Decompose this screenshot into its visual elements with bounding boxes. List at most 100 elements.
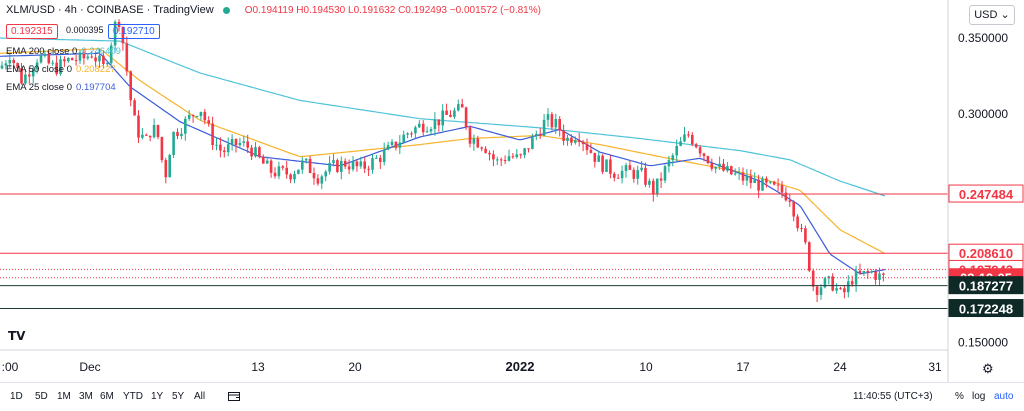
candle-body (125, 43, 129, 72)
candle-body (796, 216, 799, 229)
candle-body (730, 166, 733, 175)
candle-body (230, 138, 234, 145)
horizontal-lines (0, 193, 948, 310)
candle-body (804, 228, 807, 243)
candle-body (706, 156, 710, 164)
candle-body (164, 160, 168, 178)
gear-icon[interactable]: ⚙ (982, 361, 994, 376)
range-1m[interactable]: 1M (57, 391, 71, 402)
candle-body (761, 178, 764, 191)
calendar-icon[interactable] (228, 391, 240, 401)
candle-body (722, 163, 725, 171)
y-tick-label: 0.350000 (958, 31, 1008, 45)
range-ytd[interactable]: YTD (123, 391, 143, 402)
symbol-legend: XLM/USD · 4h · COINBASE · TradingView O0… (6, 4, 541, 16)
ema25-legend[interactable]: EMA 25 close 0 0.197704 (6, 82, 116, 93)
candle-body (223, 150, 226, 153)
candle-body (741, 172, 745, 181)
candle-body (613, 173, 616, 178)
candle-body (581, 141, 585, 144)
candle-body (765, 178, 768, 183)
candle-body (535, 133, 538, 137)
log-toggle[interactable]: log (972, 391, 986, 402)
candle-body (156, 124, 160, 138)
ema25-label: EMA 25 close 0 (6, 82, 73, 93)
candle-body (355, 161, 359, 167)
candle-body (324, 171, 327, 177)
candle-body (698, 147, 702, 154)
ema25-value: 0.197704 (76, 82, 116, 93)
candle-body (460, 104, 464, 108)
candle-body (870, 271, 873, 273)
candle-body (152, 124, 156, 138)
candle-body (453, 110, 456, 117)
candle-body (359, 161, 363, 167)
candle-body (683, 134, 686, 142)
candle-body (702, 153, 706, 157)
percent-toggle[interactable]: % (955, 391, 964, 402)
candle-body (304, 158, 308, 161)
price-axis: 0.350000 0.300000 0.150000 0.247484 0.208610… (947, 0, 1024, 382)
candle-body (308, 158, 312, 174)
candle-body (636, 170, 639, 179)
range-1y[interactable]: 1Y (151, 391, 164, 402)
candle-body (121, 27, 125, 44)
candle-body (597, 155, 600, 162)
ema50-legend[interactable]: EMA 50 close 0 0.208227 (6, 64, 116, 75)
candle-body (8, 59, 12, 64)
candle-body (882, 273, 885, 275)
candle-body (195, 116, 199, 118)
range-5y[interactable]: 5Y (172, 391, 185, 402)
candle-body (496, 159, 499, 161)
candle-body (659, 178, 663, 181)
candle-body (394, 141, 398, 148)
candle-body (609, 159, 612, 174)
candles (0, 19, 885, 303)
candle-body (24, 74, 27, 84)
candle-body (558, 119, 561, 131)
candle-body (616, 177, 620, 179)
y-tick-label: 0.300000 (958, 107, 1008, 121)
candle-body (343, 160, 347, 167)
candle-body (862, 270, 866, 274)
candle-body (831, 276, 834, 291)
range-1d[interactable]: 1D (10, 391, 23, 402)
candle-body (39, 55, 43, 63)
ohlc-values: O0.194119 H0.194530 L0.191632 C0.192493 … (244, 5, 541, 16)
candle-body (780, 185, 784, 193)
range-3m[interactable]: 3M (79, 391, 93, 402)
tradingview-logo-icon[interactable]: TV (8, 329, 26, 343)
candle-body (145, 134, 148, 136)
range-6m[interactable]: 6M (100, 391, 114, 402)
price-label-box (948, 276, 1024, 295)
candle-body (577, 140, 581, 142)
candle-body (445, 110, 448, 115)
candle-body (406, 133, 409, 135)
currency-button[interactable]: USD ⌄ (969, 5, 1015, 25)
candle-body (550, 114, 554, 128)
candle-body (843, 288, 846, 293)
x-tick-label: 10 (639, 360, 653, 374)
auto-toggle[interactable]: auto (994, 391, 1014, 402)
ema-lines (0, 37, 886, 275)
bid-price[interactable]: 0.192315 (6, 24, 58, 39)
candle-body (507, 156, 511, 161)
ask-price[interactable]: 0.192710 (108, 24, 160, 39)
candle-body (515, 154, 519, 158)
candle-body (589, 150, 593, 153)
candle-body (390, 141, 394, 146)
x-tick-label: Dec (79, 360, 100, 374)
clock-time[interactable]: 11:40:55 (UTC+3) (853, 391, 933, 402)
candle-body (655, 178, 659, 195)
candle-body (70, 58, 74, 61)
chevron-down-icon: ⌄ (1000, 9, 1010, 21)
candle-body (250, 147, 253, 157)
ema200-legend[interactable]: EMA 200 close 0 0.246409 (6, 46, 121, 57)
candle-body (542, 119, 546, 136)
candle-body (632, 169, 636, 179)
candle-body (55, 62, 58, 74)
range-5d[interactable]: 5D (35, 391, 48, 402)
range-all[interactable]: All (194, 391, 206, 402)
candle-body (340, 160, 343, 172)
